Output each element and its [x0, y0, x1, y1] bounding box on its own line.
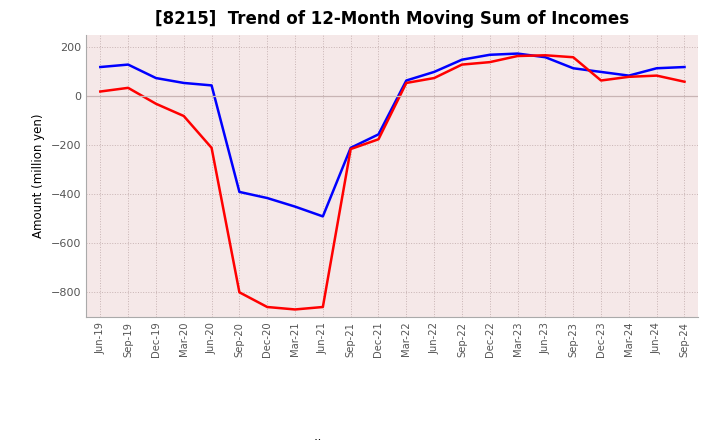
Ordinary Income [179, 81, 188, 86]
Net Income [569, 55, 577, 60]
Ordinary Income [485, 52, 494, 58]
Net Income [263, 304, 271, 310]
Line: Net Income: Net Income [100, 55, 685, 309]
Ordinary Income [541, 55, 550, 60]
Ordinary Income [652, 66, 661, 71]
Net Income [124, 85, 132, 91]
Net Income [179, 114, 188, 119]
Net Income [541, 53, 550, 58]
Ordinary Income [318, 214, 327, 219]
Ordinary Income [152, 75, 161, 81]
Net Income [624, 74, 633, 80]
Net Income [597, 78, 606, 83]
Y-axis label: Amount (million yen): Amount (million yen) [32, 114, 45, 238]
Ordinary Income [207, 83, 216, 88]
Net Income [513, 53, 522, 59]
Net Income [402, 81, 410, 86]
Net Income [652, 73, 661, 78]
Ordinary Income [235, 189, 243, 194]
Net Income [485, 59, 494, 65]
Net Income [235, 290, 243, 295]
Net Income [680, 79, 689, 84]
Ordinary Income [124, 62, 132, 67]
Ordinary Income [680, 64, 689, 70]
Net Income [152, 101, 161, 106]
Net Income [374, 137, 383, 142]
Net Income [458, 62, 467, 67]
Net Income [430, 75, 438, 81]
Ordinary Income [597, 69, 606, 74]
Ordinary Income [96, 64, 104, 70]
Ordinary Income [402, 78, 410, 83]
Ordinary Income [458, 57, 467, 62]
Net Income [346, 147, 355, 152]
Ordinary Income [374, 132, 383, 137]
Ordinary Income [624, 73, 633, 78]
Net Income [207, 145, 216, 150]
Net Income [291, 307, 300, 312]
Line: Ordinary Income: Ordinary Income [100, 54, 685, 216]
Ordinary Income [263, 195, 271, 201]
Ordinary Income [569, 66, 577, 71]
Ordinary Income [430, 69, 438, 74]
Legend: Ordinary Income, Net Income: Ordinary Income, Net Income [248, 434, 536, 440]
Net Income [318, 304, 327, 310]
Ordinary Income [346, 145, 355, 150]
Ordinary Income [513, 51, 522, 56]
Title: [8215]  Trend of 12-Month Moving Sum of Incomes: [8215] Trend of 12-Month Moving Sum of I… [156, 10, 629, 28]
Ordinary Income [291, 204, 300, 209]
Net Income [96, 89, 104, 94]
